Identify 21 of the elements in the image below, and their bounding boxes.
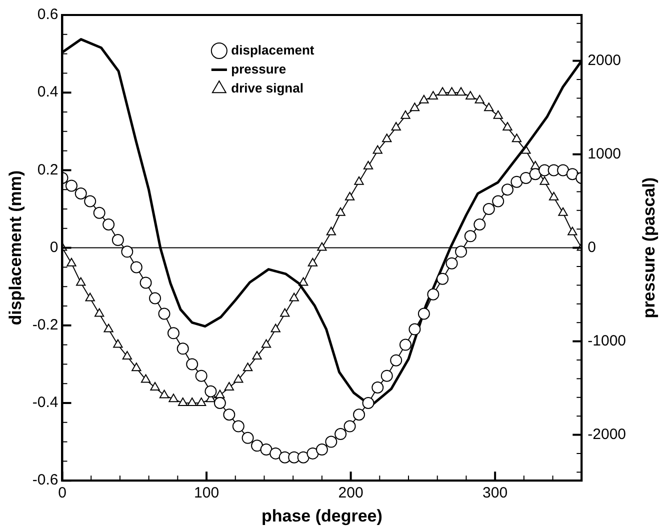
x-axis-title: phase (degree) <box>261 506 382 526</box>
y-tick-label: -0.2 <box>32 316 58 334</box>
y-tick-label: 0.4 <box>37 84 58 101</box>
y-tick-label: 0.6 <box>37 6 58 24</box>
x-tick-label: 100 <box>194 484 220 502</box>
x-tick-label: 200 <box>338 484 364 502</box>
y2-tick-label: 2000 <box>588 52 622 69</box>
y2-tick-label: 1000 <box>588 145 622 162</box>
y2-axis-title: pressure (pascal) <box>640 177 659 318</box>
y-tick-label: 0 <box>50 238 58 256</box>
legend-label: pressure <box>231 61 286 76</box>
x-tick-label: 300 <box>482 484 508 502</box>
legend-label: drive signal <box>231 80 304 96</box>
y2-tick-label: -1000 <box>588 332 626 350</box>
y-tick-label: 0.2 <box>37 161 58 178</box>
legend-label: displacement <box>231 42 315 58</box>
y-tick-label: -0.6 <box>32 472 58 489</box>
y-tick-label: -0.4 <box>32 394 58 412</box>
y2-tick-label: -2000 <box>588 426 626 443</box>
y-axis-title: displacement (mm) <box>6 170 25 326</box>
y2-tick-label: 0 <box>588 238 596 256</box>
